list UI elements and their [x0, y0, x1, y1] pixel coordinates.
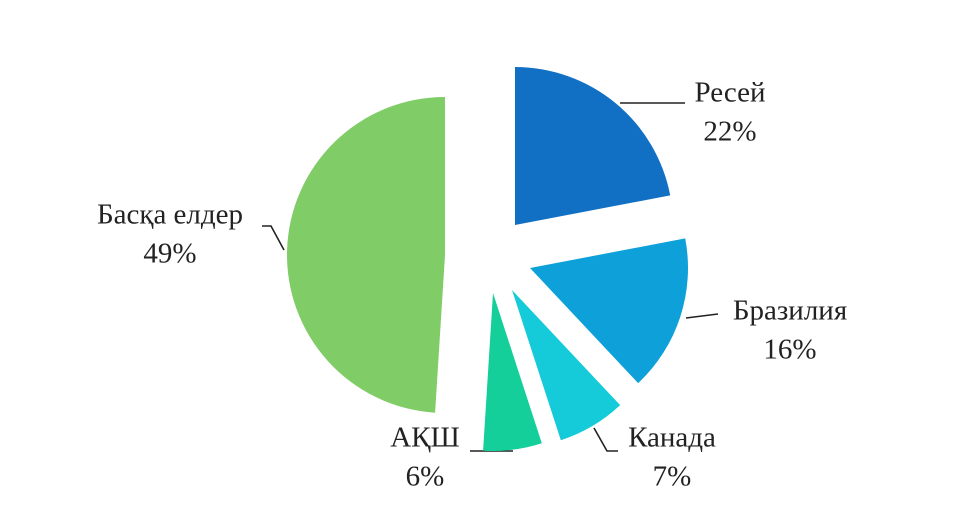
slice-value-label: 16% [763, 334, 816, 366]
slice-value-label: 7% [653, 461, 692, 493]
slice-label: Басқа елдер [97, 199, 243, 231]
slice-label: Ресей [695, 77, 766, 109]
leader-line [262, 225, 285, 251]
slice-value-label: 49% [143, 238, 196, 270]
slice-label: АҚШ [390, 422, 460, 454]
leader-line [593, 427, 618, 452]
pie-slice [286, 97, 445, 413]
pie-slice [515, 67, 671, 225]
pie-slice [530, 238, 688, 384]
pie-slice [483, 293, 542, 451]
slice-label: Бразилия [733, 295, 847, 327]
slice-value-label: 22% [703, 116, 756, 148]
leader-line [685, 313, 719, 319]
pie-slice [512, 290, 621, 441]
slice-value-label: 6% [406, 461, 445, 493]
slice-label: Канада [628, 422, 716, 454]
